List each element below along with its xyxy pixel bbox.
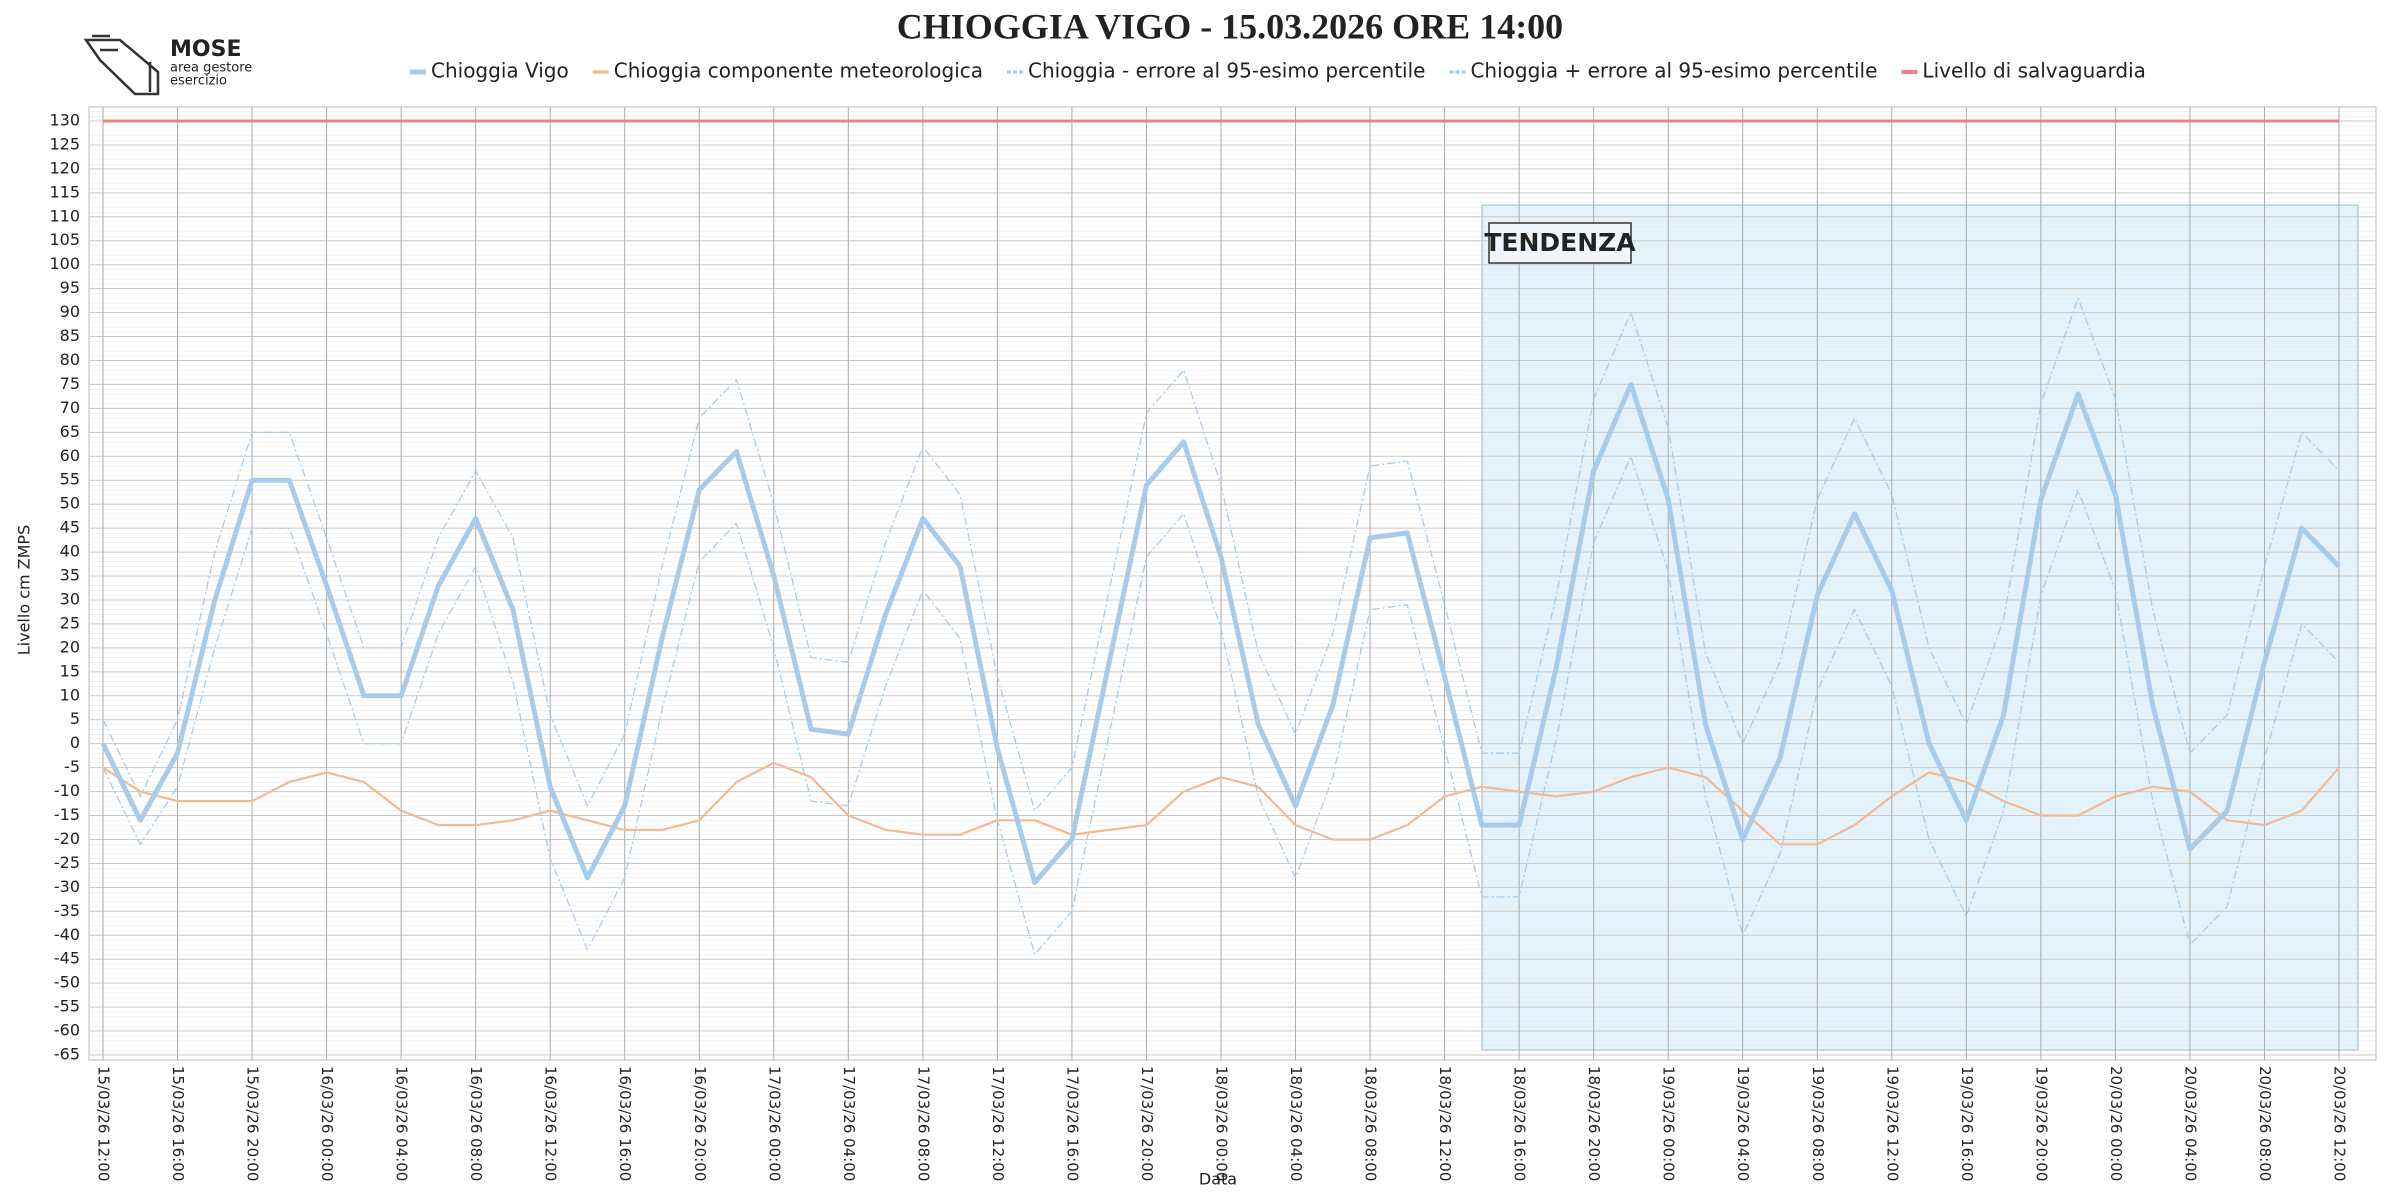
series-line [102, 761, 2340, 846]
y-tick-label: 85 [60, 326, 80, 345]
x-tick-label: 20/03/26 00:00 [2107, 1066, 2125, 1181]
legend-label: Chioggia - errore al 95-esimo percentile [1028, 59, 1425, 83]
y-tick-label: -65 [54, 1045, 80, 1064]
x-tick-label: 16/03/26 12:00 [542, 1066, 560, 1181]
x-tick-label: 15/03/26 16:00 [169, 1066, 187, 1181]
x-tick-label: 19/03/26 16:00 [1958, 1066, 1976, 1181]
x-tick-label: 17/03/26 04:00 [840, 1066, 858, 1181]
y-tick-label: -15 [54, 805, 80, 824]
x-tick-label: 18/03/26 08:00 [1362, 1066, 1380, 1181]
y-tick-label: -50 [54, 973, 80, 992]
y-tick-label: -35 [54, 901, 80, 920]
chart-title: CHIOGGIA VIGO - 15.03.2026 ORE 14:00 [897, 6, 1563, 46]
trend-label: TENDENZA [1484, 228, 1636, 257]
y-tick-label: 5 [70, 709, 80, 728]
y-tick-label: 90 [60, 302, 80, 321]
logo-lines [92, 34, 152, 92]
x-axis-label: Data [1199, 1170, 1237, 1189]
x-tick-label: 17/03/26 20:00 [1138, 1066, 1156, 1181]
y-tick-label: 105 [49, 230, 80, 249]
y-tick-label: -25 [54, 853, 80, 872]
x-tick-label: 19/03/26 08:00 [1809, 1066, 1827, 1181]
y-tick-label: -10 [54, 781, 80, 800]
x-tick-label: 17/03/26 12:00 [989, 1066, 1007, 1181]
x-tick-label: 17/03/26 08:00 [914, 1066, 932, 1181]
x-tick-label: 19/03/26 04:00 [1734, 1066, 1752, 1181]
x-tick-label: 19/03/26 12:00 [1883, 1066, 1901, 1181]
logo-text: area gestore [170, 61, 252, 76]
x-tick-label: 18/03/26 00:00 [1213, 1066, 1231, 1181]
x-tick-label: 19/03/26 20:00 [2032, 1066, 2050, 1181]
y-tick-label: -20 [54, 829, 80, 848]
y-tick-label: 50 [60, 494, 80, 513]
x-tick-label: 18/03/26 16:00 [1511, 1066, 1529, 1181]
y-tick-label: -40 [54, 925, 80, 944]
y-tick-label: 60 [60, 446, 80, 465]
y-tick-label: 10 [60, 685, 80, 704]
x-tick-label: 16/03/26 08:00 [467, 1066, 485, 1181]
x-tick-label: 16/03/26 04:00 [393, 1066, 411, 1181]
y-tick-label: 70 [60, 398, 80, 417]
x-tick-label: 18/03/26 20:00 [1585, 1066, 1603, 1181]
y-axis-label: Livello cm ZMPS [15, 525, 34, 655]
legend-label: Chioggia Vigo [431, 59, 569, 83]
x-tick-label: 17/03/26 16:00 [1063, 1066, 1081, 1181]
y-tick-label: 40 [60, 542, 80, 561]
legend-label: Chioggia + errore al 95-esimo percentile [1470, 59, 1877, 83]
y-tick-label: 80 [60, 350, 80, 369]
y-tick-label: 20 [60, 637, 80, 656]
y-tick-label: -30 [54, 877, 80, 896]
y-tick-label: 110 [49, 206, 80, 225]
x-tick-label: 20/03/26 12:00 [2331, 1066, 2349, 1181]
y-tick-label: 15 [60, 661, 80, 680]
trend-region [1481, 204, 2359, 1051]
y-tick-label: -45 [54, 949, 80, 968]
x-tick-label: 16/03/26 20:00 [691, 1066, 709, 1181]
y-tick-label: 95 [60, 278, 80, 297]
logo [83, 34, 160, 96]
y-tick-label: 75 [60, 374, 80, 393]
y-tick-label: 125 [49, 134, 80, 153]
x-tick-label: 18/03/26 12:00 [1436, 1066, 1454, 1181]
x-tick-label: 20/03/26 08:00 [2256, 1066, 2274, 1181]
y-tick-label: 100 [49, 254, 80, 273]
y-tick-label: 115 [49, 182, 80, 201]
y-tick-label: 55 [60, 470, 80, 489]
y-tick-label: 130 [49, 111, 80, 130]
x-tick-label: 17/03/26 00:00 [765, 1066, 783, 1181]
x-tick-label: 20/03/26 04:00 [2181, 1066, 2199, 1181]
x-tick-label: 18/03/26 04:00 [1287, 1066, 1305, 1181]
y-tick-label: 0 [70, 733, 80, 752]
series-line [102, 297, 2340, 812]
y-tick-label: 30 [60, 589, 80, 608]
x-tick-label: 15/03/26 12:00 [95, 1066, 113, 1181]
series-line [100, 381, 2341, 886]
trend-label-box [1488, 222, 1632, 264]
y-tick-label: -55 [54, 997, 80, 1016]
y-tick-label: 25 [60, 613, 80, 632]
logo-shape [83, 38, 160, 96]
x-tick-label: 19/03/26 00:00 [1660, 1066, 1678, 1181]
y-tick-label: -5 [64, 757, 80, 776]
legend-label: Livello di salvaguardia [1922, 59, 2146, 83]
y-tick-label: 45 [60, 518, 80, 537]
y-tick-label: 65 [60, 422, 80, 441]
logo-text: esercizio [170, 74, 227, 89]
x-tick-label: 16/03/26 16:00 [616, 1066, 634, 1181]
x-tick-label: 15/03/26 20:00 [244, 1066, 262, 1181]
legend-label: Chioggia componente meteorologica [614, 59, 983, 83]
y-tick-label: 120 [49, 158, 80, 177]
y-tick-label: -60 [54, 1021, 80, 1040]
series-line [102, 455, 2340, 956]
y-tick-label: 35 [60, 566, 80, 585]
x-tick-label: 16/03/26 00:00 [318, 1066, 336, 1181]
logo-title: MOSE [170, 37, 241, 62]
